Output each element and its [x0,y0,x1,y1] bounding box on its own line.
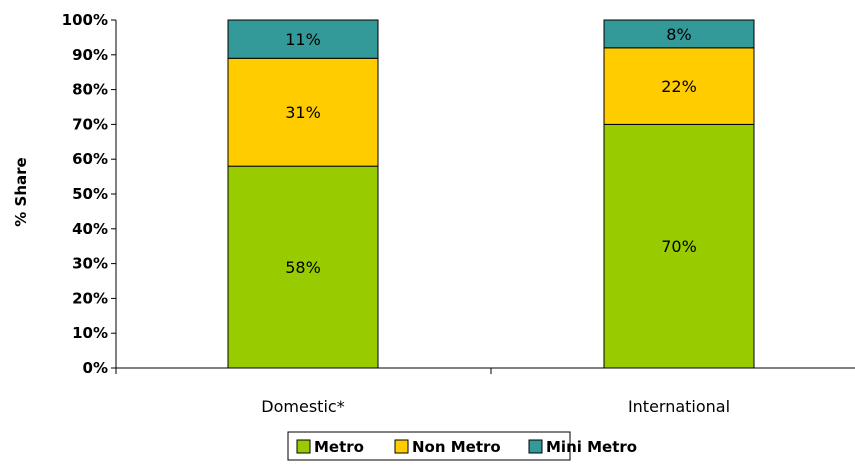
data-label-non-metro: 31% [285,103,321,122]
bar-segment-mini-metro [227,19,379,59]
legend-swatch-mini-metro [528,439,543,454]
y-tick-label: 100% [62,11,108,29]
data-label-metro: 70% [661,237,697,256]
data-label-metro: 58% [285,258,321,277]
bar-segment-metro [227,165,379,369]
bar-segment-non-metro [603,47,755,125]
y-tick-label: 30% [72,255,108,273]
legend-swatch-non-metro [394,439,409,454]
legend-label-mini-metro: Mini Metro [546,438,637,456]
data-label-non-metro: 22% [661,77,697,96]
category-label: Domestic* [261,397,344,416]
legend-swatch-metro [296,439,311,454]
y-tick-label: 80% [72,81,108,99]
y-tick-label: 90% [72,46,108,64]
y-tick-label: 0% [83,359,108,377]
y-tick-label: 40% [72,220,108,238]
y-tick-label: 20% [72,289,108,307]
y-tick-label: 10% [72,324,108,342]
y-tick-label: 50% [72,185,108,203]
category-label: International [628,397,730,416]
legend-label-metro: Metro [314,438,364,456]
legend-label-non-metro: Non Metro [412,438,501,456]
y-tick-label: 70% [72,115,108,133]
y-axis-label: % Share [12,157,30,226]
data-label-mini-metro: 8% [666,25,691,44]
bar-segment-mini-metro [603,19,755,49]
bar-segment-metro [603,123,755,369]
legend-box [287,431,571,461]
y-tick-label: 60% [72,150,108,168]
data-label-mini-metro: 11% [285,30,321,49]
bar-segment-non-metro [227,57,379,167]
